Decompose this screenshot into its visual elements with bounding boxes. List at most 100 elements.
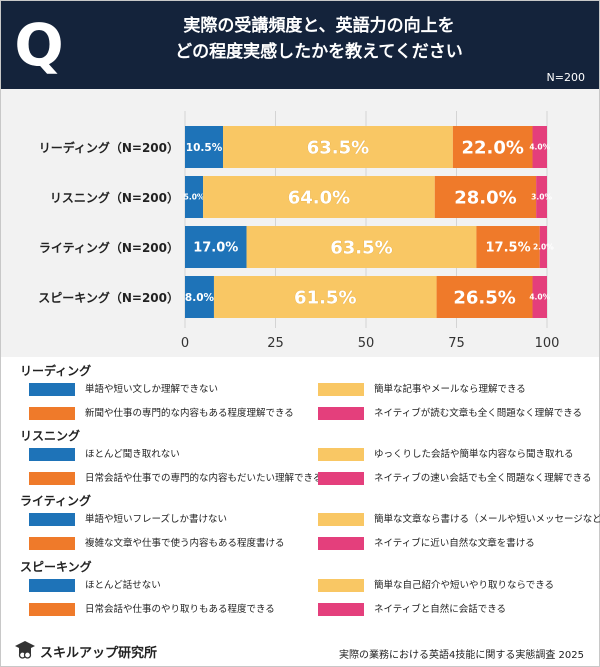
- legend-swatch: [29, 537, 75, 550]
- data-label-level2-2: 63.5%: [330, 237, 392, 258]
- legend-swatch: [318, 383, 364, 396]
- legend-swatch: [29, 603, 75, 616]
- legend-label: 複雑な文章や仕事で使う内容もある程度書ける: [85, 538, 285, 549]
- data-label-level1-1: 5.0%: [184, 193, 205, 202]
- bar-level4-1: [536, 176, 547, 218]
- bar-level3-2: [476, 226, 540, 268]
- legend-swatch: [29, 579, 75, 592]
- x-tick-label-75: 75: [448, 336, 465, 351]
- category-label-3: スピーキング（N=200）: [38, 290, 179, 305]
- x-tick-label-0: 0: [181, 336, 189, 351]
- data-label-level4-1: 3.0%: [531, 193, 552, 202]
- source-note: 実際の業務における英語4技能に関する実態調査 2025: [339, 650, 584, 661]
- bar-level2-2: [246, 226, 477, 268]
- legend-swatch: [29, 407, 75, 420]
- legend-group-title-1: リスニング: [20, 429, 81, 443]
- bar-level1-0: [185, 126, 224, 168]
- bar-level1-3: [185, 276, 214, 318]
- legend-label: ネイティブの速い会話でも全く問題なく理解できる: [374, 473, 592, 484]
- legend-item-0-0: 単語や短い文しか理解できない: [29, 379, 314, 401]
- data-label-level3-1: 28.0%: [454, 187, 516, 208]
- legend-item-2-2: 複雑な文章や仕事で使う内容もある程度書ける: [29, 533, 314, 555]
- legend-group-title-3: スピーキング: [20, 560, 92, 574]
- legend-group-title-0: リーディング: [20, 364, 92, 378]
- data-label-level4-0: 4.0%: [529, 143, 550, 152]
- category-label-2: ライティング（N=200）: [39, 240, 179, 255]
- legend-item-3-0: ほとんど話せない: [29, 575, 314, 597]
- data-label-level3-3: 26.5%: [453, 287, 515, 308]
- legend-item-3-2: 日常会話や仕事のやり取りもある程度できる: [29, 599, 314, 621]
- legend-item-2-3: ネイティブに近い自然な文章を書ける: [318, 533, 593, 555]
- footer: スキルアップ研究所 実際の業務における英語4技能に関する実態調査 2025: [0, 634, 600, 667]
- data-label-level1-3: 8.0%: [185, 292, 215, 304]
- legend-item-1-3: ネイティブの速い会話でも全く問題なく理解できる: [318, 468, 593, 490]
- data-label-level4-2: 2.0%: [533, 243, 554, 252]
- title-line-1: 実際の受講頻度と、英語力の向上を: [183, 16, 455, 36]
- legend-item-3-1: 簡単な自己紹介や短いやり取りならできる: [318, 575, 593, 597]
- legend-item-3-3: ネイティブと自然に会話できる: [318, 599, 593, 621]
- data-label-level3-0: 22.0%: [461, 137, 523, 158]
- legend-swatch: [318, 472, 364, 485]
- bar-level1-1: [185, 176, 204, 218]
- legend-item-0-1: 簡単な記事やメールなら理解できる: [318, 379, 593, 401]
- legend-item-0-2: 新聞や仕事の専門的な内容もある程度理解できる: [29, 403, 314, 425]
- bar-level4-3: [532, 276, 547, 318]
- category-label-1: リスニング（N=200）: [50, 190, 179, 205]
- data-label-level4-3: 4.0%: [529, 293, 550, 302]
- q-logo: Q: [14, 11, 64, 79]
- data-label-level2-1: 64.0%: [288, 187, 350, 208]
- legend-swatch: [318, 513, 364, 526]
- legend-label: ほとんど話せない: [85, 580, 161, 591]
- legend-swatch: [29, 383, 75, 396]
- category-label-0: リーディング（N=200）: [39, 140, 179, 155]
- legend-swatch: [318, 448, 364, 461]
- x-tick-label-100: 100: [535, 336, 560, 351]
- bar-level4-2: [539, 226, 547, 268]
- legend-swatch: [318, 407, 364, 420]
- legend-label: 日常会話や仕事のやり取りもある程度できる: [85, 604, 275, 615]
- stacked-bar-chart: 0 25 50 75 100 リーディング（N=200） 10.5% 63.5% 22.0% 4.…: [38, 111, 560, 351]
- bar-level3-0: [452, 126, 533, 168]
- header: Q 実際の受講頻度と、英語力の向上を どの程度実感したかを教えてください N=2…: [1, 1, 599, 89]
- legend-item-1-0: ほとんど聞き取れない: [29, 444, 314, 466]
- bar-level3-3: [436, 276, 533, 318]
- legend-label: 新聞や仕事の専門的な内容もある程度理解できる: [85, 408, 294, 419]
- data-label-level2-3: 61.5%: [294, 287, 356, 308]
- legend-item-1-1: ゆっくりした会話や簡単な内容なら聞き取れる: [318, 444, 593, 466]
- legend-item-2-0: 単語や短いフレーズしか書けない: [29, 509, 314, 531]
- legend-item-0-3: ネイティブが読む文章も全く問題なく理解できる: [318, 403, 593, 425]
- brand-name: スキルアップ研究所: [40, 646, 158, 661]
- bar-level2-0: [223, 126, 453, 168]
- x-tick-label-25: 25: [267, 336, 284, 351]
- legend-label: 簡単な文章なら書ける（メールや短いメッセージなど）: [374, 514, 600, 525]
- data-label-level2-0: 63.5%: [307, 137, 369, 158]
- legend-label: 単語や短いフレーズしか書けない: [85, 514, 228, 525]
- legend-swatch: [29, 448, 75, 461]
- bar-level4-0: [532, 126, 547, 168]
- legend-label: 日常会話や仕事での専門的な内容もだいたい理解できる: [85, 473, 323, 484]
- graduation-cap-icon: [15, 641, 35, 659]
- bar-level3-1: [434, 176, 537, 218]
- legend-label: ゆっくりした会話や簡単な内容なら聞き取れる: [374, 449, 574, 460]
- legend-label: 簡単な記事やメールなら理解できる: [374, 384, 526, 395]
- legend-label: 簡単な自己紹介や短いやり取りならできる: [374, 580, 555, 591]
- legend-swatch: [318, 603, 364, 616]
- legend-label: 単語や短い文しか理解できない: [85, 384, 219, 395]
- data-label-level1-0: 10.5%: [186, 142, 223, 154]
- data-label-level3-2: 17.5%: [486, 241, 531, 256]
- legend-swatch: [318, 537, 364, 550]
- title-line-2: どの程度実感したかを教えてください: [175, 42, 463, 62]
- legend-label: ネイティブに近い自然な文章を書ける: [374, 538, 535, 549]
- legend-item-2-1: 簡単な文章なら書ける（メールや短いメッセージなど）: [318, 509, 600, 531]
- bar-level1-2: [185, 226, 247, 268]
- sample-size-note: N=200: [546, 71, 585, 84]
- legend-swatch: [29, 513, 75, 526]
- chart-title: 実際の受講頻度と、英語力の向上を どの程度実感したかを教えてください: [89, 13, 549, 65]
- legend-group-title-2: ライティング: [20, 494, 92, 508]
- legend-label: ネイティブと自然に会話できる: [374, 604, 507, 615]
- legend-swatch: [29, 472, 75, 485]
- data-label-level1-2: 17.0%: [193, 241, 238, 256]
- legend-label: ネイティブが読む文章も全く問題なく理解できる: [374, 408, 583, 419]
- bar-level2-3: [213, 276, 437, 318]
- x-tick-label-50: 50: [358, 336, 375, 351]
